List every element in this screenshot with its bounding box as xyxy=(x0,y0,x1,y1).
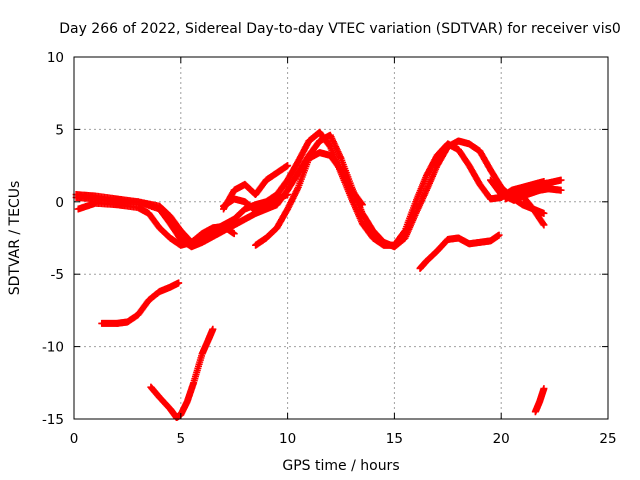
y-tick-label: -5 xyxy=(51,267,64,283)
series-track-6 xyxy=(252,149,366,249)
series-track-3 xyxy=(74,199,238,249)
data-point xyxy=(540,385,548,393)
y-tick-label: -15 xyxy=(42,412,64,428)
data-point xyxy=(358,201,366,209)
data-point xyxy=(540,221,548,229)
x-axis-label: GPS time / hours xyxy=(282,458,399,474)
x-tick-label: 25 xyxy=(599,431,616,447)
series-track-8 xyxy=(147,325,217,422)
data-point xyxy=(284,162,292,170)
x-tick-label: 10 xyxy=(279,431,296,447)
grid-lines xyxy=(74,57,608,419)
y-tick-label: -10 xyxy=(42,340,64,356)
y-tick-label: 5 xyxy=(55,122,64,138)
data-point xyxy=(284,191,292,199)
data-point xyxy=(230,230,238,238)
x-tick-label: 5 xyxy=(177,431,186,447)
data-point xyxy=(495,231,503,239)
data-point xyxy=(540,209,548,217)
y-axis-label: SDTVAR / TECUs xyxy=(7,181,23,296)
plot-frame xyxy=(73,56,609,420)
x-tick-label: 20 xyxy=(493,431,510,447)
data-point xyxy=(557,186,565,194)
x-tick-label: 0 xyxy=(70,431,79,447)
series-track-7 xyxy=(98,279,183,327)
data-point xyxy=(175,279,183,287)
series-track-5 xyxy=(220,191,292,214)
series-track-10 xyxy=(531,385,548,416)
chart-title: Day 266 of 2022, Sidereal Day-to-day VTE… xyxy=(59,21,621,37)
y-tick-label: 10 xyxy=(47,50,64,66)
y-tick-label: 0 xyxy=(55,195,64,211)
data-point xyxy=(557,176,565,184)
axis-ticks: 0 5 10 15 20 25 -15 -10 -5 0 5 10 xyxy=(42,50,617,447)
x-tick-label: 15 xyxy=(386,431,403,447)
data-series xyxy=(72,128,565,422)
series-track-13 xyxy=(487,176,548,229)
data-point xyxy=(209,325,217,333)
series-track-9 xyxy=(416,231,503,272)
